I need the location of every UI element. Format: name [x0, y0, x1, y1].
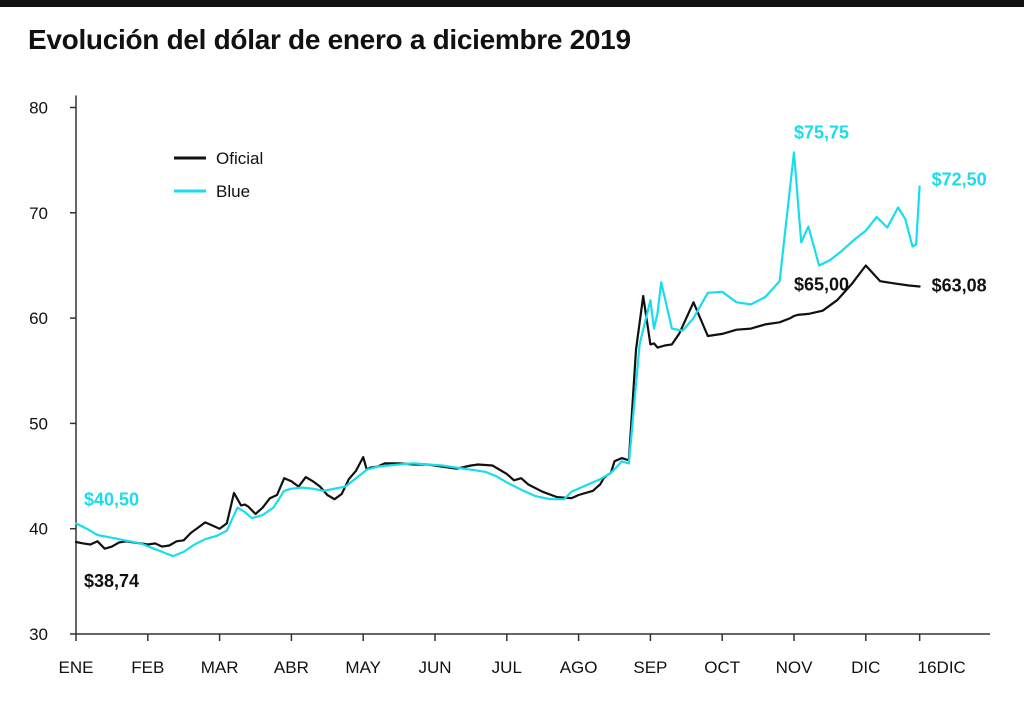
x-tick-label: DIC: [851, 658, 880, 677]
x-tick-label: NOV: [776, 658, 814, 677]
data-label-blue: $75,75: [794, 122, 849, 142]
series-line-blue: [74, 151, 921, 558]
y-tick-label: 30: [29, 625, 48, 644]
y-tick-label: 80: [29, 99, 48, 118]
x-tick-label: AGO: [560, 658, 598, 677]
x-tick-label: MAY: [345, 658, 381, 677]
data-label-oficial: $38,74: [84, 571, 139, 591]
series-line-oficial: [74, 264, 921, 550]
data-label-blue: $40,50: [84, 489, 139, 509]
x-tick-label: JUL: [492, 658, 522, 677]
x-tick-label: SEP: [633, 658, 667, 677]
data-label-oficial: $63,08: [932, 276, 987, 296]
legend-label-oficial: Oficial: [216, 149, 263, 168]
y-tick-label: 50: [29, 414, 48, 433]
y-tick-label: 60: [29, 309, 48, 328]
x-tick-label: MAR: [201, 658, 239, 677]
x-tick-label: JUN: [418, 658, 451, 677]
x-tick-label: OCT: [704, 658, 740, 677]
x-tick-label: ABR: [274, 658, 309, 677]
data-label-oficial: $65,00: [794, 274, 849, 294]
x-tick-label: 16DIC: [918, 658, 966, 677]
data-label-blue: $72,50: [932, 169, 987, 189]
x-tick-label: FEB: [131, 658, 164, 677]
x-tick-label: ENE: [59, 658, 94, 677]
y-tick-label: 70: [29, 204, 48, 223]
top-rule: [0, 0, 1024, 7]
y-tick-label: 40: [29, 520, 48, 539]
chart-title: Evolución del dólar de enero a diciembre…: [28, 24, 631, 55]
legend-label-blue: Blue: [216, 182, 250, 201]
